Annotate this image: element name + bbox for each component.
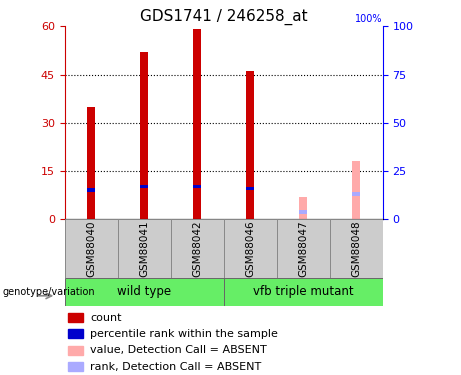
Bar xyxy=(87,107,95,219)
FancyBboxPatch shape xyxy=(118,219,171,278)
Text: GSM88041: GSM88041 xyxy=(139,220,149,277)
Bar xyxy=(140,184,148,189)
FancyBboxPatch shape xyxy=(330,219,383,278)
FancyBboxPatch shape xyxy=(277,219,330,278)
Text: percentile rank within the sample: percentile rank within the sample xyxy=(90,329,278,339)
Text: GSM88048: GSM88048 xyxy=(351,220,361,277)
FancyBboxPatch shape xyxy=(224,219,277,278)
Text: rank, Detection Call = ABSENT: rank, Detection Call = ABSENT xyxy=(90,362,261,372)
Bar xyxy=(68,313,83,322)
Bar xyxy=(68,346,83,355)
Bar xyxy=(68,362,83,371)
Text: vfb triple mutant: vfb triple mutant xyxy=(253,285,354,298)
Text: value, Detection Call = ABSENT: value, Detection Call = ABSENT xyxy=(90,345,267,355)
Text: genotype/variation: genotype/variation xyxy=(2,286,95,297)
Text: GSM88046: GSM88046 xyxy=(245,220,255,277)
Text: count: count xyxy=(90,313,122,322)
FancyBboxPatch shape xyxy=(65,278,224,306)
FancyBboxPatch shape xyxy=(65,219,118,278)
Text: GSM88042: GSM88042 xyxy=(192,220,202,277)
FancyBboxPatch shape xyxy=(224,278,383,306)
Bar xyxy=(299,210,307,214)
Bar xyxy=(299,197,307,219)
Bar xyxy=(246,71,254,219)
Text: 100%: 100% xyxy=(355,14,383,24)
FancyBboxPatch shape xyxy=(171,219,224,278)
Bar xyxy=(140,52,148,219)
Bar xyxy=(246,186,254,190)
Bar xyxy=(352,161,360,219)
Bar xyxy=(193,184,201,189)
Text: wild type: wild type xyxy=(117,285,171,298)
Title: GDS1741 / 246258_at: GDS1741 / 246258_at xyxy=(140,9,307,25)
Bar xyxy=(87,189,95,192)
Text: GSM88040: GSM88040 xyxy=(86,220,96,277)
Text: GSM88047: GSM88047 xyxy=(298,220,308,277)
Bar xyxy=(193,30,201,219)
Bar xyxy=(68,330,83,339)
Bar xyxy=(352,192,360,196)
